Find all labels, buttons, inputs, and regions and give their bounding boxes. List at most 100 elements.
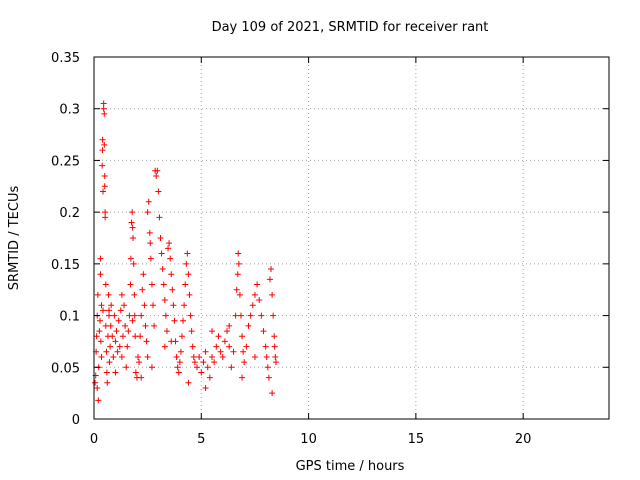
- data-point: [194, 364, 200, 371]
- data-point: [101, 183, 108, 190]
- data-point: [247, 312, 254, 319]
- data-point: [271, 343, 278, 350]
- data-point: [243, 343, 250, 350]
- data-point: [147, 240, 154, 247]
- data-point: [100, 100, 107, 107]
- data-point: [209, 353, 216, 360]
- data-point: [170, 302, 177, 309]
- data-point: [156, 214, 163, 221]
- data-point: [115, 317, 122, 324]
- data-point: [107, 322, 114, 329]
- data-point: [125, 328, 132, 335]
- data-point: [162, 312, 169, 319]
- data-point: [142, 322, 149, 329]
- data-point: [226, 322, 233, 329]
- data-point: [166, 240, 173, 247]
- data-point: [182, 281, 189, 288]
- data-point: [112, 338, 119, 345]
- grid-lines: [94, 57, 609, 419]
- data-point: [101, 172, 108, 179]
- data-point: [264, 364, 271, 371]
- data-point: [99, 136, 106, 143]
- data-point: [132, 369, 139, 376]
- chart-title: Day 109 of 2021, SRMTID for receiver ran…: [212, 20, 489, 35]
- data-point: [240, 348, 247, 355]
- data-point: [121, 302, 128, 309]
- data-point: [123, 364, 130, 371]
- data-point: [95, 397, 102, 404]
- plot-frame: [93, 56, 610, 420]
- y-tick-label: 0.3: [59, 103, 80, 118]
- data-point: [268, 266, 275, 273]
- y-tick-label: 0.15: [51, 258, 80, 273]
- data-point: [97, 338, 104, 345]
- data-point: [131, 312, 138, 319]
- data-point: [262, 343, 269, 350]
- data-point: [147, 255, 154, 262]
- data-point: [106, 312, 113, 319]
- data-point: [202, 384, 209, 391]
- data-point: [265, 374, 272, 381]
- y-tick-label: 0.2: [59, 206, 80, 221]
- data-point: [239, 333, 246, 340]
- data-point: [175, 369, 182, 376]
- data-point: [200, 359, 207, 366]
- data-point: [97, 317, 104, 324]
- data-point: [251, 353, 258, 360]
- data-point: [190, 353, 197, 360]
- data-point: [186, 291, 193, 298]
- data-point: [230, 348, 237, 355]
- data-point: [188, 328, 195, 335]
- data-point: [143, 338, 150, 345]
- data-point: [99, 147, 106, 154]
- data-point: [181, 302, 188, 309]
- data-point: [168, 271, 175, 278]
- data-point: [102, 214, 109, 221]
- data-point: [167, 255, 174, 262]
- data-point: [124, 343, 131, 350]
- data-point: [269, 390, 276, 397]
- x-tick-label: 10: [300, 432, 317, 447]
- data-point: [94, 291, 101, 298]
- data-point: [107, 343, 114, 350]
- data-point: [99, 162, 106, 169]
- data-point: [101, 141, 108, 148]
- data-point: [260, 328, 267, 335]
- data-point: [148, 364, 155, 371]
- y-tick-label: 0: [72, 413, 80, 428]
- data-point: [145, 198, 152, 205]
- data-point: [187, 312, 194, 319]
- data-point: [106, 359, 113, 366]
- data-point: [180, 317, 187, 324]
- data-point: [202, 348, 209, 355]
- data-point: [128, 219, 135, 226]
- data-point: [217, 348, 224, 355]
- data-point: [127, 255, 134, 262]
- data-point: [126, 312, 133, 319]
- data-point: [129, 317, 136, 324]
- x-axis-label: GPS time / hours: [296, 459, 405, 474]
- data-point: [112, 369, 119, 376]
- y-tick-label: 0.1: [59, 310, 80, 325]
- data-point: [153, 172, 160, 179]
- data-point: [150, 302, 157, 309]
- data-point: [239, 374, 246, 381]
- data-point: [151, 322, 158, 329]
- data-point: [224, 328, 231, 335]
- data-point: [209, 328, 216, 335]
- data-point: [237, 312, 244, 319]
- tick-labels: 0 5 10 15 20 0 0.05 0.1 0.15 0.2 0.25 0.3 0.35: [51, 51, 531, 447]
- data-point: [184, 250, 191, 257]
- data-point: [228, 364, 235, 371]
- data-point: [108, 302, 115, 309]
- data-point: [102, 209, 109, 216]
- data-point: [178, 333, 185, 340]
- data-point: [137, 333, 144, 340]
- data-point: [226, 343, 233, 350]
- data-point: [114, 348, 121, 355]
- data-point: [171, 317, 178, 324]
- data-point: [161, 343, 168, 350]
- data-point: [232, 312, 239, 319]
- y-tick-label: 0.35: [51, 51, 80, 66]
